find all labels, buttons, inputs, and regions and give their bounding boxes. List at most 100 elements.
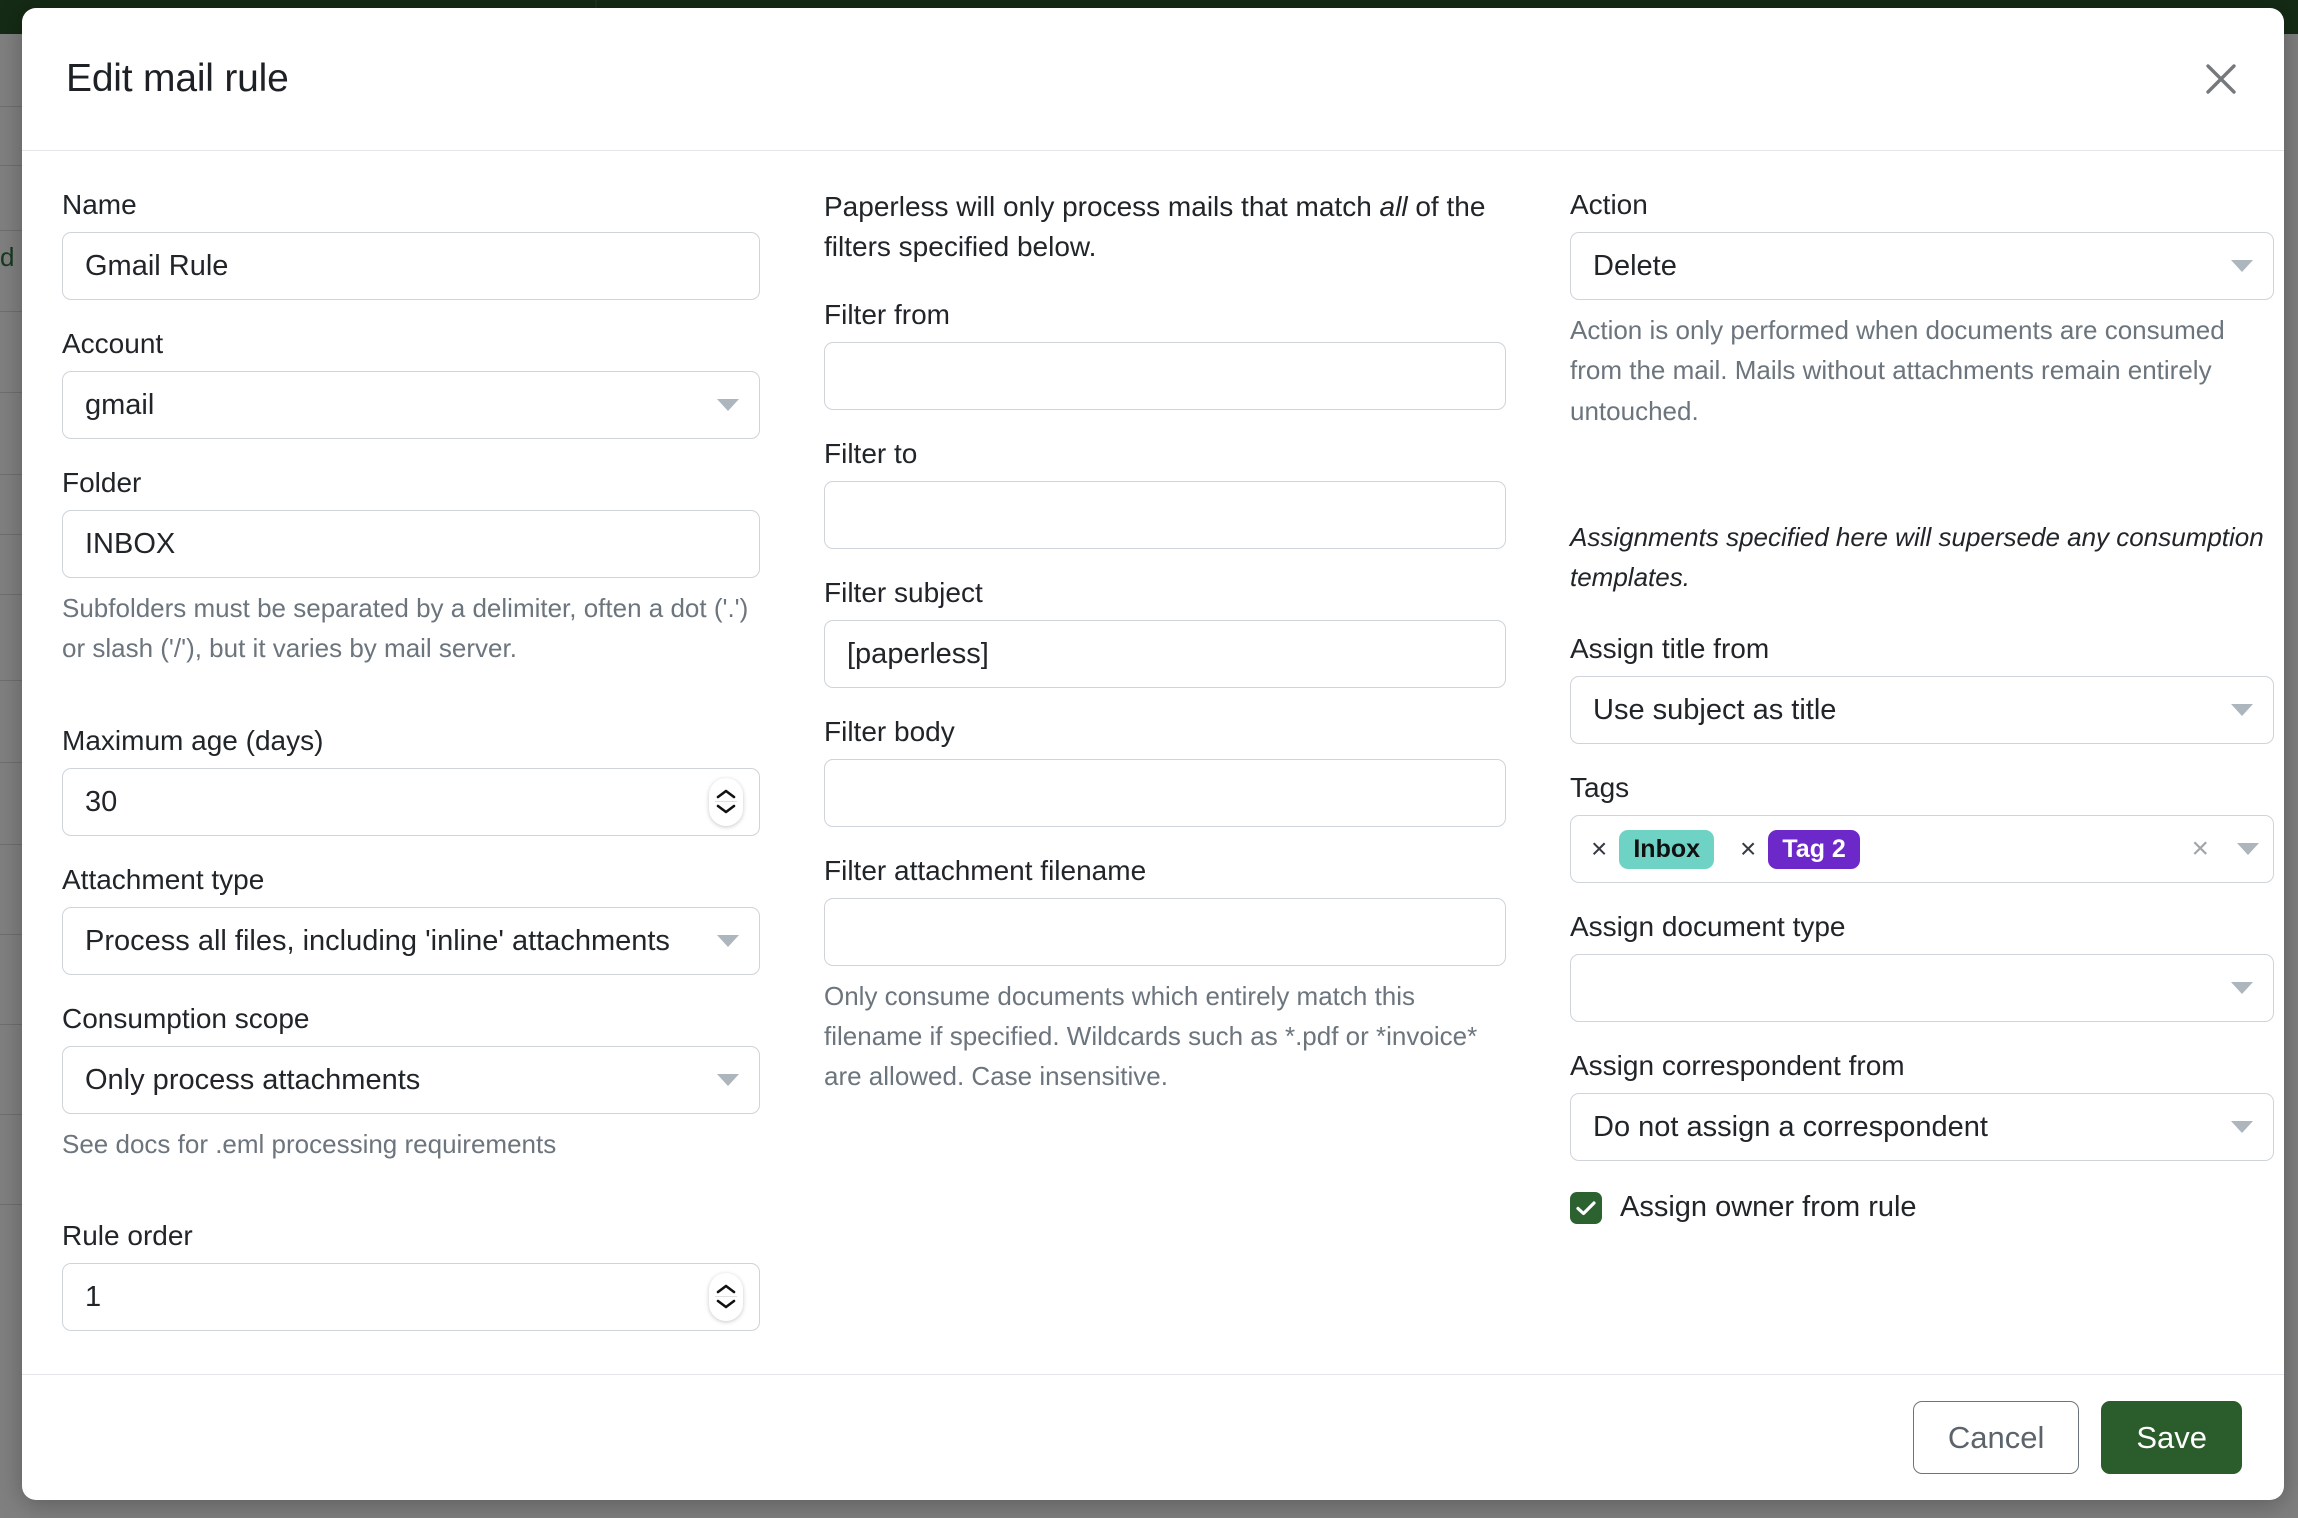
field-assign-document-type: Assign document type bbox=[1570, 909, 2274, 1023]
name-input[interactable]: Gmail Rule bbox=[62, 232, 760, 300]
label-name: Name bbox=[62, 189, 137, 220]
column-rule-settings: Name Gmail Rule Account gmail Folder INB… bbox=[62, 187, 802, 1357]
chevron-down-icon bbox=[716, 804, 736, 814]
tag-item: × Tag 2 bbox=[1736, 829, 1860, 870]
rule-order-value: 1 bbox=[85, 1280, 102, 1313]
label-assign-correspondent-from: Assign correspondent from bbox=[1570, 1050, 1905, 1082]
chevron-down-icon bbox=[2231, 1121, 2253, 1134]
modal-footer: Cancel Save bbox=[22, 1374, 2284, 1500]
label-attachment-type: Attachment type bbox=[62, 863, 265, 895]
modal-body: Name Gmail Rule Account gmail Folder INB… bbox=[22, 151, 2284, 1374]
check-icon bbox=[1576, 1201, 1596, 1216]
filters-intro-text: Paperless will only process mails that m… bbox=[824, 187, 1506, 267]
assign-owner-from-rule-label: Assign owner from rule bbox=[1620, 1191, 1917, 1224]
consumption-scope-value: Only process attachments bbox=[85, 1063, 421, 1096]
folder-input[interactable]: INBOX bbox=[62, 510, 760, 578]
filter-from-input[interactable] bbox=[824, 341, 1506, 410]
assign-correspondent-from-value: Do not assign a correspondent bbox=[1593, 1111, 1988, 1144]
rule-order-spinner[interactable] bbox=[709, 1272, 743, 1321]
field-filter-to: Filter to bbox=[824, 436, 1506, 549]
filter-attachment-filename-help-text: Only consume documents which entirely ma… bbox=[824, 980, 1478, 1092]
action-help-text: Action is only performed when documents … bbox=[1570, 315, 2225, 426]
label-consumption-scope: Consumption scope bbox=[62, 1002, 310, 1034]
folder-help-text: Subfolders must be separated by a delimi… bbox=[62, 593, 749, 664]
field-action: Action Delete Action is only performed w… bbox=[1570, 187, 2274, 431]
tag-item: × Inbox bbox=[1587, 829, 1715, 870]
column-filters: Paperless will only process mails that m… bbox=[802, 187, 1554, 1357]
action-select[interactable]: Delete bbox=[1570, 232, 2274, 300]
filter-attachment-filename-input[interactable] bbox=[824, 897, 1506, 966]
chevron-down-icon bbox=[717, 1073, 739, 1086]
tags-select[interactable]: × Inbox × Tag 2 × bbox=[1570, 815, 2274, 884]
cancel-button[interactable]: Cancel bbox=[1912, 1401, 2080, 1474]
tag-chip[interactable]: Inbox bbox=[1619, 829, 1715, 870]
obscured-background-text: d bbox=[0, 242, 15, 272]
field-consumption-scope: Consumption scope Only process attachmen… bbox=[62, 1001, 760, 1164]
field-tags: Tags × Inbox × Tag 2 × bbox=[1570, 770, 2274, 884]
field-filter-subject: Filter subject [paperless] bbox=[824, 575, 1506, 688]
consumption-scope-select[interactable]: Only process attachments bbox=[62, 1045, 760, 1114]
label-assign-document-type: Assign document type bbox=[1570, 911, 1846, 943]
chevron-down-icon bbox=[2231, 704, 2253, 717]
filter-body-input[interactable] bbox=[824, 758, 1506, 827]
clear-tags-icon[interactable]: × bbox=[2191, 832, 2209, 866]
attachment-type-value: Process all files, including 'inline' at… bbox=[85, 924, 670, 957]
field-assign-correspondent-from: Assign correspondent from Do not assign … bbox=[1570, 1048, 2274, 1162]
label-action: Action bbox=[1570, 189, 1648, 220]
label-tags: Tags bbox=[1570, 772, 1630, 804]
close-icon[interactable] bbox=[2192, 50, 2250, 108]
assign-correspondent-from-select[interactable]: Do not assign a correspondent bbox=[1570, 1093, 2274, 1162]
field-filter-body: Filter body bbox=[824, 714, 1506, 827]
chevron-down-icon bbox=[716, 1300, 736, 1309]
label-maximum-age: Maximum age (days) bbox=[62, 724, 324, 756]
label-filter-subject: Filter subject bbox=[824, 576, 983, 608]
label-filter-body: Filter body bbox=[824, 715, 955, 747]
chevron-down-icon[interactable] bbox=[2237, 843, 2259, 856]
field-filter-from: Filter from bbox=[824, 297, 1506, 410]
chevron-up-icon bbox=[716, 1285, 736, 1294]
assignments-note: Assignments specified here will supersed… bbox=[1570, 521, 2264, 593]
label-filter-attachment-filename: Filter attachment filename bbox=[824, 854, 1147, 886]
field-folder: Folder INBOX Subfolders must be separate… bbox=[62, 465, 760, 669]
label-filter-from: Filter from bbox=[824, 298, 950, 330]
maximum-age-value: 30 bbox=[85, 785, 118, 818]
chevron-down-icon bbox=[2231, 260, 2253, 272]
maximum-age-spinner[interactable] bbox=[709, 777, 743, 826]
modal-header: Edit mail rule bbox=[22, 8, 2284, 151]
field-assign-title-from: Assign title from Use subject as title bbox=[1570, 631, 2274, 745]
rule-order-stepper[interactable]: 1 bbox=[62, 1262, 760, 1331]
chevron-down-icon bbox=[2231, 982, 2253, 995]
field-filter-attachment-filename: Filter attachment filename Only consume … bbox=[824, 853, 1506, 1097]
assign-title-from-value: Use subject as title bbox=[1593, 694, 1837, 727]
attachment-type-select[interactable]: Process all files, including 'inline' at… bbox=[62, 906, 760, 975]
maximum-age-stepper[interactable]: 30 bbox=[62, 767, 760, 836]
field-rule-order: Rule order 1 bbox=[62, 1218, 760, 1331]
close-icon-glyph bbox=[2206, 64, 2236, 94]
edit-mail-rule-modal: Edit mail rule Name Gmail Rule Account g… bbox=[22, 8, 2284, 1500]
account-select[interactable]: gmail bbox=[62, 371, 760, 439]
filters-intro-after: of the filters specified below. bbox=[824, 191, 1486, 262]
assign-title-from-select[interactable]: Use subject as title bbox=[1570, 676, 2274, 745]
column-actions: Action Delete Action is only performed w… bbox=[1554, 187, 2282, 1357]
remove-tag-icon[interactable]: × bbox=[1591, 833, 1608, 865]
label-rule-order: Rule order bbox=[62, 1219, 193, 1251]
account-select-value: gmail bbox=[85, 389, 155, 421]
label-assign-title-from: Assign title from bbox=[1570, 633, 1770, 665]
filters-intro-emphasis: all bbox=[1379, 191, 1408, 222]
tag-chip[interactable]: Tag 2 bbox=[1768, 829, 1860, 870]
assign-owner-from-rule-checkbox[interactable] bbox=[1570, 1191, 1602, 1224]
assign-document-type-select[interactable] bbox=[1570, 954, 2274, 1023]
field-name: Name Gmail Rule bbox=[62, 187, 760, 300]
chevron-down-icon bbox=[717, 399, 739, 411]
filter-subject-input[interactable]: [paperless] bbox=[824, 619, 1506, 688]
save-button[interactable]: Save bbox=[2101, 1401, 2242, 1474]
action-select-value: Delete bbox=[1593, 250, 1677, 282]
label-filter-to: Filter to bbox=[824, 437, 918, 469]
field-maximum-age: Maximum age (days) 30 bbox=[62, 723, 760, 836]
chevron-down-icon bbox=[717, 934, 739, 947]
remove-tag-icon[interactable]: × bbox=[1740, 833, 1757, 865]
label-folder: Folder bbox=[62, 467, 142, 498]
filter-to-input[interactable] bbox=[824, 480, 1506, 549]
chevron-up-icon bbox=[716, 789, 736, 799]
field-attachment-type: Attachment type Process all files, inclu… bbox=[62, 862, 760, 975]
